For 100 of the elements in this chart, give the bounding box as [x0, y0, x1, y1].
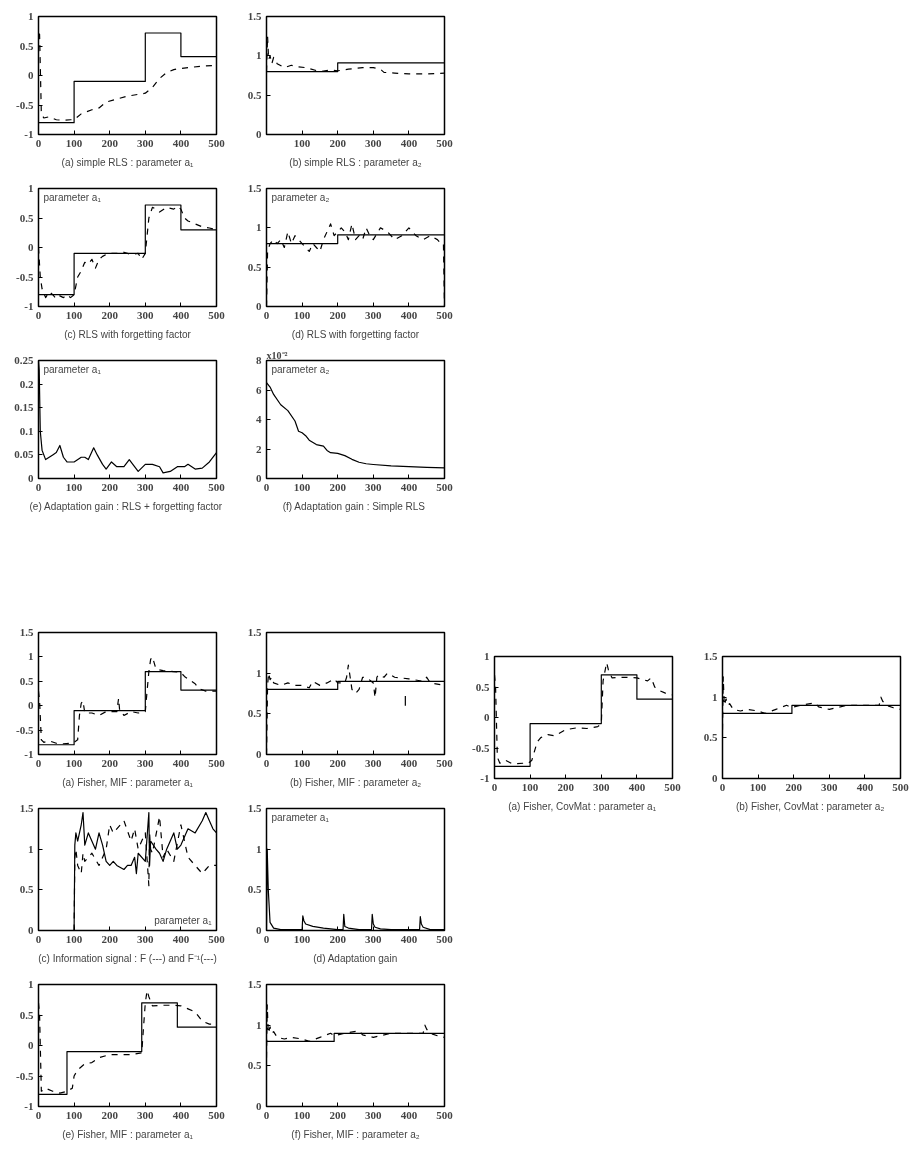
y-tick-label: 0.5: [19, 39, 34, 52]
annotation: parameter a₁: [271, 811, 330, 823]
y-tick-label: 1.5: [247, 10, 262, 22]
y-tick-label: 6: [256, 383, 262, 396]
y-tick-label: 1: [256, 49, 262, 62]
x-tick-label: 500: [208, 480, 226, 493]
x-tick-label: 400: [856, 780, 874, 793]
x-tick-label: 300: [365, 756, 383, 769]
y-tick-label: 0: [256, 472, 262, 484]
x-tick-label: 200: [329, 932, 347, 945]
text: (c) Information signal : F (---) and F⁻¹(---): [38, 952, 217, 964]
text: (f) Adaptation gain : Simple RLS: [282, 500, 426, 512]
y-tick-label: -0.5: [16, 270, 34, 283]
x-tick-label: 500: [664, 780, 682, 793]
x-tick-label: 200: [101, 480, 119, 493]
y-tick-label: 1.5: [247, 182, 262, 194]
x-tick-label: 200: [329, 308, 347, 321]
x-tick-label: 500: [208, 136, 226, 149]
x-tick-label: 100: [65, 756, 83, 769]
x-tick-label: 200: [329, 1108, 347, 1121]
x-tick-label: 500: [436, 1108, 454, 1121]
x-tick-label: 500: [208, 308, 226, 321]
text: (a) Fisher, CovMat : parameter a₁: [508, 800, 657, 812]
y-tick-label: -0.5: [472, 741, 490, 754]
y-tick-label: 1: [256, 1018, 262, 1031]
x-tick-label: 400: [172, 756, 190, 769]
x-tick-label: 100: [293, 1108, 311, 1121]
x-tick-label: 100: [293, 136, 311, 149]
y-tick-label: -0.5: [16, 1069, 34, 1082]
y-tick-label: 1: [28, 10, 34, 22]
x-tick-label: 300: [365, 932, 383, 945]
text: (a) simple RLS : parameter a₁: [61, 156, 194, 168]
y-tick-label: 1.5: [247, 978, 262, 990]
y-tick-label: 0: [256, 924, 262, 936]
y-tick-label: 0.5: [19, 883, 34, 896]
y-tick-label: 0.15: [14, 401, 34, 414]
x-tick-label: 100: [65, 136, 83, 149]
x-tick-label: 300: [365, 480, 383, 493]
x-tick-label: 200: [101, 136, 119, 149]
y-tick-label: -1: [24, 1100, 34, 1112]
x-tick-label: 500: [436, 480, 454, 493]
x-tick-label: 400: [400, 480, 418, 493]
text: (d) RLS with forgetting factor: [291, 328, 420, 340]
x-tick-label: 200: [557, 780, 575, 793]
x-tick-label: 300: [365, 308, 383, 321]
y-tick-label: 2: [256, 442, 262, 455]
x-tick-label: 500: [436, 136, 454, 149]
y-tick-label: 0.1: [19, 424, 34, 437]
text: x10⁻²: [266, 349, 288, 361]
x-tick-label: 300: [137, 932, 155, 945]
y-tick-label: 0.5: [19, 674, 34, 687]
y-tick-label: 0: [28, 699, 34, 712]
y-tick-label: 1.5: [247, 626, 262, 638]
x-tick-label: 400: [172, 308, 190, 321]
x-tick-label: 500: [208, 932, 226, 945]
x-tick-label: 300: [137, 480, 155, 493]
y-tick-label: 0: [712, 772, 718, 784]
text: (b) simple RLS : parameter a₂: [289, 156, 422, 168]
text: (f) Fisher, MIF : parameter a₂: [291, 1128, 420, 1140]
x-tick-label: 500: [436, 932, 454, 945]
x-tick-label: 500: [436, 756, 454, 769]
y-tick-label: 0: [28, 241, 34, 253]
y-tick-label: 8: [256, 354, 262, 366]
x-tick-label: 400: [172, 1108, 190, 1121]
x-tick-label: 300: [137, 136, 155, 149]
y-tick-label: 4: [256, 413, 262, 425]
x-tick-label: 400: [172, 480, 190, 493]
text: (a) Fisher, MIF : parameter a₁: [62, 776, 194, 788]
y-tick-label: 1.5: [247, 802, 262, 814]
x-tick-label: 400: [400, 308, 418, 321]
annotation: parameter a₁: [43, 363, 102, 375]
x-tick-label: 400: [400, 136, 418, 149]
annotation: parameter a₁: [154, 914, 213, 926]
y-tick-label: -1: [24, 748, 34, 760]
y-tick-label: 0: [28, 472, 34, 484]
y-tick-label: 0: [256, 128, 262, 140]
y-tick-label: 1: [484, 650, 490, 662]
annotation: parameter a₂: [271, 363, 330, 375]
x-tick-label: 500: [208, 1108, 226, 1121]
x-tick-label: 200: [101, 756, 119, 769]
y-tick-label: 1: [256, 842, 262, 855]
y-tick-label: -1: [24, 300, 34, 312]
y-tick-label: 0.5: [247, 883, 262, 896]
y-tick-label: 1.5: [19, 626, 34, 638]
y-tick-label: 1.5: [19, 802, 34, 814]
y-tick-label: 1.5: [703, 650, 718, 662]
y-tick-label: -0.5: [16, 98, 34, 111]
x-tick-label: 200: [101, 308, 119, 321]
x-tick-label: 200: [101, 1108, 119, 1121]
text: (b) Fisher, MIF : parameter a₂: [289, 776, 422, 788]
y-tick-label: 0.5: [703, 731, 718, 744]
x-tick-label: 100: [293, 480, 311, 493]
y-tick-label: 0.5: [19, 211, 34, 224]
x-tick-label: 100: [65, 1108, 83, 1121]
y-tick-label: 1: [28, 182, 34, 194]
x-tick-label: 200: [329, 756, 347, 769]
text: (d) Adaptation gain: [313, 952, 398, 964]
y-tick-label: -1: [24, 128, 34, 140]
y-tick-label: 1: [28, 650, 34, 663]
x-tick-label: 300: [137, 308, 155, 321]
